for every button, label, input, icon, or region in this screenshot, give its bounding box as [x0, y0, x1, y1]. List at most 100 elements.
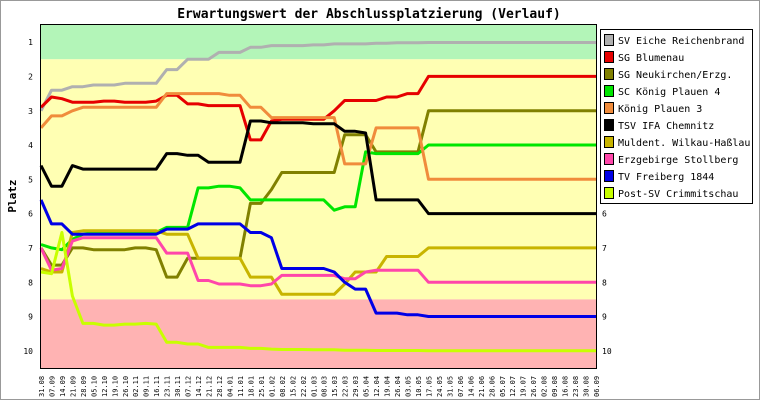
legend-label-8: Erzgebirge Stollberg: [618, 155, 738, 166]
x-tick-label: 14.09: [59, 376, 67, 397]
x-tick-label: 28.09: [80, 376, 88, 397]
legend-label-5: König Plauen 3: [618, 104, 702, 115]
x-tick-label: 26.10: [122, 376, 130, 397]
legend: SV Eiche Reichenbrand SG Blumenau SG Neuki…: [600, 29, 753, 204]
y-tick-label-right: 9: [602, 313, 607, 322]
x-tick-label: 12.04: [373, 376, 381, 397]
x-tick-label: 05.04: [363, 376, 371, 397]
legend-box: [600, 29, 753, 204]
y-tick-label-left: 9: [28, 313, 33, 322]
zone-band-3: [41, 299, 596, 368]
x-tick-label: 12.10: [101, 376, 109, 397]
x-tick-label: 29.03: [352, 376, 360, 397]
x-tick-label: 05.10: [90, 376, 98, 397]
x-tick-label: 08.03: [321, 376, 329, 397]
x-tick-label: 26.04: [394, 376, 402, 397]
legend-label-6: TSV IFA Chemnitz: [618, 121, 714, 132]
legend-swatch-5: [604, 102, 614, 114]
x-tick-label: 15.03: [331, 376, 339, 397]
series-line-6: [39, 119, 596, 216]
legend-swatch-2: [604, 51, 614, 63]
x-tick-label: 07.06: [457, 376, 465, 397]
y-tick-label-left: 7: [28, 244, 33, 253]
legend-label-2: SG Blumenau: [618, 53, 684, 64]
series-line-10: [40, 231, 596, 353]
x-tick-label: 11.01: [237, 376, 245, 397]
x-tick-label: 23.11: [164, 376, 172, 397]
x-tick-label: 21.06: [478, 376, 486, 397]
x-tick-label: 07.09: [48, 376, 56, 397]
y-tick-label-right: 7: [602, 244, 607, 253]
y-tick-label-left: 2: [28, 72, 33, 81]
x-tick-label: 22.03: [342, 376, 350, 397]
series-line-1: [39, 41, 596, 112]
legend-swatch-6: [604, 119, 614, 131]
y-tick-label-left: 10: [23, 347, 33, 356]
legend-swatch-3: [604, 68, 614, 80]
x-tick-label: 24.05: [436, 376, 444, 397]
y-tick-label-left: 8: [28, 278, 33, 287]
x-tick-label: 15.02: [289, 376, 297, 397]
x-tick-label: 05.07: [499, 376, 507, 397]
legend-swatch-9: [604, 170, 614, 182]
x-tick-label: 14.06: [467, 376, 475, 397]
x-tick-label: 31.08: [38, 376, 46, 397]
y-tick-label-right: 6: [602, 210, 607, 219]
series-line-3: [39, 109, 596, 279]
legend-label-1: SV Eiche Reichenbrand: [618, 36, 744, 47]
series-line-5: [39, 92, 596, 181]
x-tick-label: 18.01: [247, 376, 255, 397]
x-tick-label: 25.01: [258, 376, 266, 397]
y-tick-label-left: 4: [28, 141, 33, 150]
x-tick-label: 31.05: [446, 376, 454, 397]
legend-swatch-4: [604, 85, 614, 97]
x-tick-label: 16.11: [153, 376, 161, 397]
y-tick-label-left: 1: [28, 38, 33, 47]
x-tick-label: 23.08: [572, 376, 580, 397]
x-tick-label: 02.08: [541, 376, 549, 397]
plot-frame: [40, 24, 597, 369]
series-line-8: [39, 236, 596, 288]
x-tick-label: 16.08: [562, 376, 570, 397]
x-tick-label: 26.07: [530, 376, 538, 397]
x-tick-label: 22.02: [300, 376, 308, 397]
legend-swatch-7: [604, 136, 614, 148]
legend-label-3: SG Neukirchen/Erzg.: [618, 70, 732, 81]
x-tick-label: 07.12: [185, 376, 193, 397]
x-tick-label: 14.12: [195, 376, 203, 397]
x-tick-label: 04.01: [226, 376, 234, 397]
y-axis-label: Platz: [6, 179, 19, 212]
y-tick-label-left: 3: [28, 107, 33, 116]
y-tick-label-left: 6: [28, 210, 33, 219]
x-tick-label: 12.07: [509, 376, 517, 397]
x-tick-label: 01.02: [268, 376, 276, 397]
legend-label-9: TV Freiberg 1844: [618, 172, 714, 183]
legend-label-4: SC König Plauen 4: [618, 87, 720, 98]
legend-label-7: Muldent. Wilkau-Haßlau: [618, 138, 750, 149]
x-tick-label: 17.05: [425, 376, 433, 397]
x-tick-label: 19.10: [111, 376, 119, 397]
x-tick-label: 06.09: [593, 376, 601, 397]
series-lines: [39, 41, 596, 353]
legend-swatch-10: [604, 187, 614, 199]
x-tick-label: 09.11: [143, 376, 151, 397]
x-tick-label: 30.11: [174, 376, 182, 397]
x-tick-label: 09.08: [551, 376, 559, 397]
x-tick-label: 28.06: [488, 376, 496, 397]
x-tick-label: 28.12: [216, 376, 224, 397]
x-tick-label: 02.11: [132, 376, 140, 397]
series-line-4: [40, 143, 596, 252]
x-tick-label: 19.07: [520, 376, 528, 397]
y-tick-label-right: 10: [602, 347, 612, 356]
x-ticks: 31.08 07.09 14.09 21.09 28.09 05.10 12.10 19.10…: [38, 376, 601, 397]
x-tick-label: 21.12: [206, 376, 214, 397]
y-ticks-left: 1 2 3 4 5 6 7 8 9 10: [23, 38, 33, 356]
series-line-9: [39, 199, 596, 318]
x-tick-label: 08.02: [279, 376, 287, 397]
series-line-2: [39, 74, 596, 142]
x-tick-label: 03.05: [405, 376, 413, 397]
legend-swatch-8: [604, 153, 614, 165]
legend-label-10: Post-SV Crimmitschau: [618, 189, 738, 200]
series-line-7: [40, 229, 596, 296]
